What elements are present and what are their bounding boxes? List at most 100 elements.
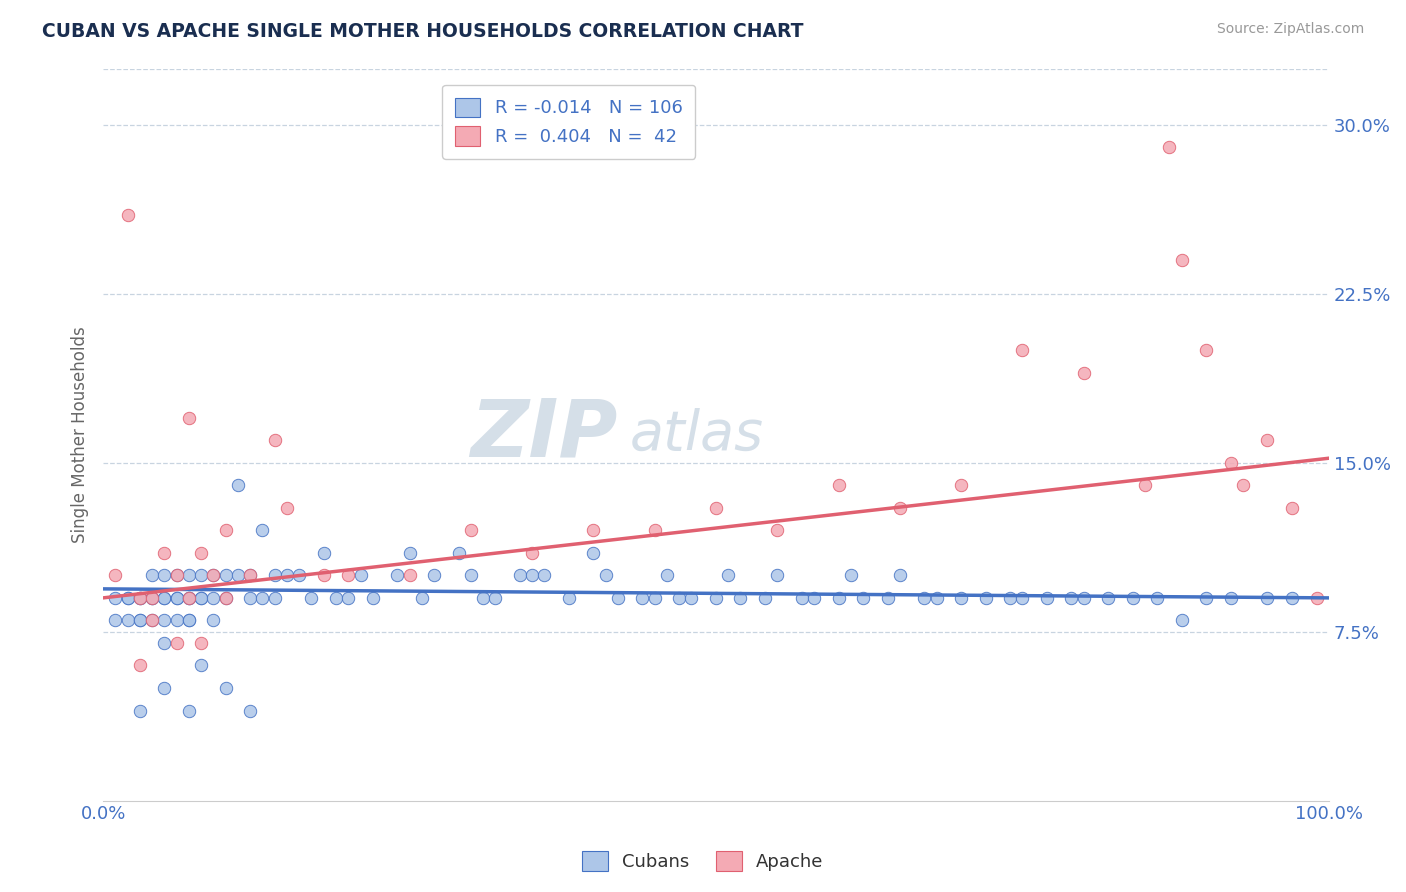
Point [166, 568, 188, 582]
Point [153, 591, 176, 605]
Point [460, 524, 482, 538]
Point [190, 636, 212, 650]
Point [129, 658, 152, 673]
Point [117, 591, 139, 605]
Point [717, 568, 740, 582]
Point [312, 546, 335, 560]
Point [166, 591, 188, 605]
Legend: R = -0.014   N = 106, R =  0.404   N =  42: R = -0.014 N = 106, R = 0.404 N = 42 [443, 85, 696, 159]
Point [141, 614, 163, 628]
Legend: Cubans, Apache: Cubans, Apache [575, 844, 831, 879]
Point [398, 568, 420, 582]
Point [790, 591, 813, 605]
Point [520, 568, 543, 582]
Point [582, 546, 605, 560]
Point [129, 591, 152, 605]
Point [1097, 591, 1119, 605]
Point [1011, 343, 1033, 357]
Point [1159, 140, 1181, 154]
Point [484, 591, 506, 605]
Point [141, 591, 163, 605]
Point [1232, 478, 1254, 492]
Point [288, 568, 311, 582]
Point [129, 614, 152, 628]
Point [595, 568, 617, 582]
Point [1011, 591, 1033, 605]
Point [177, 614, 200, 628]
Point [202, 591, 225, 605]
Point [301, 591, 323, 605]
Point [766, 568, 789, 582]
Text: atlas: atlas [630, 408, 763, 461]
Point [1133, 478, 1156, 492]
Text: Source: ZipAtlas.com: Source: ZipAtlas.com [1216, 22, 1364, 37]
Point [1281, 500, 1303, 515]
Point [190, 546, 212, 560]
Point [104, 591, 127, 605]
Point [190, 591, 212, 605]
Point [337, 568, 360, 582]
Point [215, 681, 238, 695]
Point [202, 568, 225, 582]
Point [129, 704, 152, 718]
Point [129, 591, 152, 605]
Point [177, 704, 200, 718]
Point [177, 591, 200, 605]
Point [153, 636, 176, 650]
Point [215, 591, 238, 605]
Point [129, 614, 152, 628]
Point [117, 208, 139, 222]
Point [104, 568, 127, 582]
Point [925, 591, 948, 605]
Point [1195, 591, 1218, 605]
Point [177, 591, 200, 605]
Y-axis label: Single Mother Households: Single Mother Households [72, 326, 89, 543]
Point [766, 524, 789, 538]
Point [1170, 614, 1192, 628]
Point [387, 568, 409, 582]
Point [730, 591, 752, 605]
Point [226, 478, 249, 492]
Point [912, 591, 935, 605]
Point [974, 591, 997, 605]
Point [582, 524, 605, 538]
Point [117, 614, 139, 628]
Point [325, 591, 347, 605]
Point [803, 591, 825, 605]
Point [177, 591, 200, 605]
Point [472, 591, 495, 605]
Point [153, 614, 176, 628]
Point [129, 591, 152, 605]
Point [153, 546, 176, 560]
Point [141, 614, 163, 628]
Point [1170, 252, 1192, 267]
Point [1281, 591, 1303, 605]
Point [1073, 366, 1095, 380]
Point [263, 433, 285, 447]
Point [704, 500, 727, 515]
Point [202, 568, 225, 582]
Point [704, 591, 727, 605]
Point [533, 568, 555, 582]
Point [337, 591, 360, 605]
Point [520, 546, 543, 560]
Point [606, 591, 628, 605]
Point [215, 524, 238, 538]
Point [1305, 591, 1327, 605]
Point [215, 568, 238, 582]
Point [1060, 591, 1083, 605]
Point [361, 591, 384, 605]
Point [754, 591, 776, 605]
Point [202, 614, 225, 628]
Point [876, 591, 898, 605]
Point [398, 546, 420, 560]
Point [411, 591, 433, 605]
Point [153, 681, 176, 695]
Point [827, 478, 849, 492]
Point [950, 478, 973, 492]
Point [827, 591, 849, 605]
Point [1195, 343, 1218, 357]
Point [239, 704, 262, 718]
Point [1256, 591, 1278, 605]
Point [998, 591, 1021, 605]
